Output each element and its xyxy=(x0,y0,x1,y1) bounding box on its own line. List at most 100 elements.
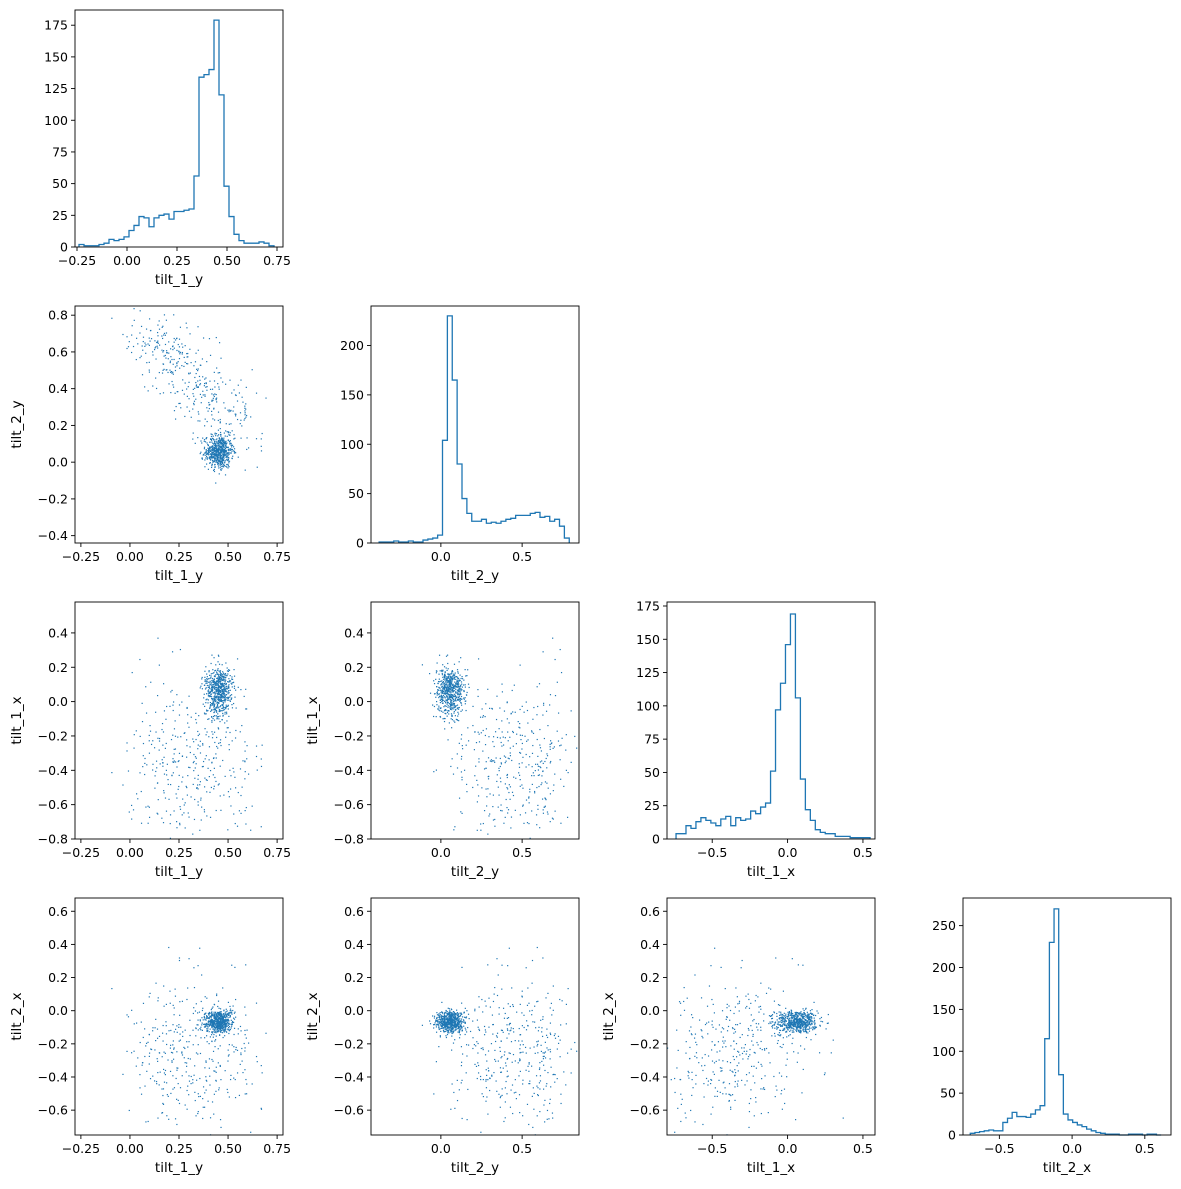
scatter-point xyxy=(186,395,188,397)
scatter-point xyxy=(222,1028,224,1030)
scatter-point xyxy=(207,1021,209,1023)
scatter-point xyxy=(441,1017,443,1019)
scatter-point xyxy=(447,686,449,689)
scatter-point xyxy=(457,711,459,713)
scatter-point xyxy=(218,450,220,452)
scatter-point xyxy=(219,433,222,436)
scatter-point xyxy=(181,781,183,783)
scatter-point xyxy=(219,680,221,682)
scatter-point xyxy=(219,462,222,464)
scatter-point xyxy=(460,758,463,760)
scatter-point xyxy=(166,1115,168,1117)
scatter-point xyxy=(220,439,223,441)
scatter-point xyxy=(207,686,209,689)
scatter-point xyxy=(226,688,228,690)
scatter-point xyxy=(223,1026,225,1028)
scatter-point xyxy=(177,361,179,363)
scatter-point xyxy=(499,1106,501,1108)
scatter-point xyxy=(221,461,223,464)
scatter-point xyxy=(536,1001,538,1003)
scatter-point xyxy=(222,672,225,674)
scatter-point xyxy=(215,1090,217,1092)
scatter-point xyxy=(222,440,224,442)
scatter-point xyxy=(444,1028,446,1030)
scatter-point xyxy=(452,677,454,680)
scatter-point xyxy=(139,1041,141,1044)
scatter-point xyxy=(451,676,453,678)
scatter-point xyxy=(265,1032,267,1034)
scatter-point xyxy=(447,693,449,695)
scatter-point xyxy=(227,1020,229,1022)
scatter-point xyxy=(208,691,210,693)
scatter-point xyxy=(202,1019,204,1021)
scatter-point xyxy=(451,670,454,672)
scatter-point xyxy=(153,348,156,351)
scatter-point xyxy=(482,1048,484,1051)
scatter-point xyxy=(438,1023,440,1025)
scatter-point xyxy=(213,715,216,717)
scatter-point xyxy=(162,1102,164,1105)
scatter-point xyxy=(524,812,527,814)
scatter-point xyxy=(480,1131,482,1133)
scatter-point xyxy=(535,1027,537,1029)
scatter-point xyxy=(439,699,441,701)
scatter-point xyxy=(212,1015,214,1017)
scatter-point xyxy=(442,694,445,697)
scatter-point xyxy=(187,775,189,777)
scatter-point xyxy=(214,694,216,696)
x-tick-label: 0.00 xyxy=(116,845,144,860)
scatter-point xyxy=(198,715,200,717)
scatter-point xyxy=(197,774,199,777)
scatter-point xyxy=(496,695,498,697)
scatter-point xyxy=(440,1030,442,1032)
scatter-point xyxy=(206,457,208,459)
scatter-point xyxy=(199,745,201,747)
scatter-point xyxy=(225,1023,228,1025)
scatter-point xyxy=(519,1059,521,1061)
scatter-point xyxy=(507,757,509,759)
scatter-point xyxy=(210,439,213,441)
scatter-point xyxy=(231,430,233,432)
scatter-point xyxy=(221,446,223,448)
scatter-point xyxy=(478,741,481,743)
scatter-point xyxy=(211,463,213,466)
scatter-point xyxy=(440,694,443,696)
scatter-point xyxy=(210,673,212,675)
scatter-point xyxy=(497,974,499,976)
scatter-point xyxy=(445,1022,448,1024)
scatter-point xyxy=(223,464,226,467)
scatter-point xyxy=(494,731,497,733)
scatter-point xyxy=(232,702,235,705)
scatter-point xyxy=(447,692,449,695)
scatter-point xyxy=(221,1016,223,1018)
scatter-point xyxy=(205,463,208,465)
scatter-point xyxy=(436,1023,438,1025)
scatter-point xyxy=(229,432,231,434)
scatter-point xyxy=(210,466,213,469)
scatter-point xyxy=(541,760,543,762)
scatter-point xyxy=(546,1028,548,1030)
scatter-point xyxy=(504,1062,507,1064)
y-tick-label: −0.8 xyxy=(334,832,364,847)
scatter-point xyxy=(456,696,458,699)
scatter-point xyxy=(537,769,540,771)
scatter-point xyxy=(190,416,192,418)
scatter-point xyxy=(197,1044,199,1046)
scatter-point xyxy=(229,1078,232,1081)
scatter-point xyxy=(195,1035,197,1037)
scatter-point xyxy=(221,1032,224,1034)
scatter-point xyxy=(199,393,202,396)
scatter-point xyxy=(171,1061,173,1063)
scatter-point xyxy=(172,704,174,706)
scatter-point xyxy=(497,786,499,788)
scatter-point xyxy=(446,1025,448,1027)
scatter-point xyxy=(181,351,184,354)
scatter-point xyxy=(163,710,166,712)
scatter-point xyxy=(219,1021,221,1023)
scatter-point xyxy=(211,686,214,688)
scatter-point xyxy=(459,1034,461,1036)
scatter-point xyxy=(219,463,222,465)
scatter-point xyxy=(173,1047,175,1049)
scatter-point xyxy=(168,798,170,800)
